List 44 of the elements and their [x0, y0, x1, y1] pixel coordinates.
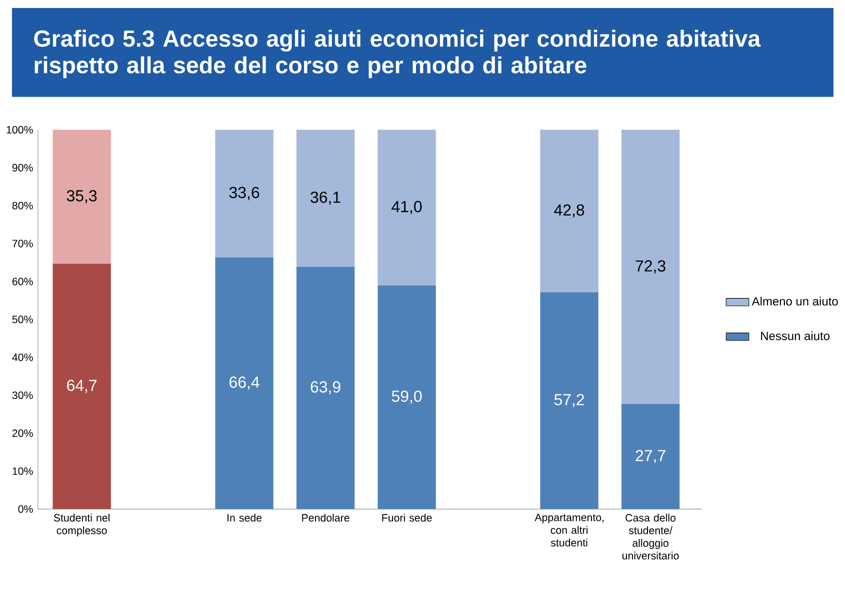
- chart-title: Grafico 5.3 Accesso agli aiuti economici per condizione abitativa rispetto alla sede del corso e per modo di abitare: [34, 30, 761, 78]
- bar: [52, 264, 111, 510]
- data-label: 41,0: [392, 200, 422, 214]
- bar: [540, 292, 598, 510]
- legend-label: Nessun aiuto: [761, 331, 830, 340]
- bar: [52, 130, 111, 264]
- bar: [378, 285, 436, 510]
- bar: [215, 257, 274, 510]
- y-tick-label: 0%: [18, 505, 33, 513]
- y-tick-label: 50%: [12, 316, 33, 324]
- y-tick-label: 100%: [6, 126, 33, 134]
- y-tick-label: 60%: [12, 278, 33, 286]
- x-tick-label: Casa dello studente/ alloggio universitario: [622, 514, 679, 560]
- data-label: 36,1: [310, 192, 340, 205]
- data-label: 35,3: [66, 190, 97, 204]
- y-tick-label: 80%: [12, 202, 33, 210]
- data-label: 33,6: [229, 186, 260, 200]
- y-tick-label: 90%: [12, 164, 33, 172]
- x-tick-label: Pendolare: [302, 514, 350, 522]
- x-tick-label: In sede: [228, 514, 262, 522]
- data-label: 42,8: [554, 204, 584, 218]
- y-tick-label: 30%: [12, 392, 33, 400]
- bar: [621, 130, 680, 404]
- y-tick-label: 20%: [12, 429, 33, 438]
- data-label: 59,0: [392, 390, 422, 404]
- data-label: 72,3: [636, 260, 666, 274]
- legend-label: Almeno un aiuto: [752, 296, 838, 306]
- data-label: 66,4: [230, 376, 260, 390]
- bar: [540, 130, 598, 292]
- bar: [621, 404, 680, 510]
- y-tick-label: 40%: [12, 354, 33, 362]
- y-tick-label: 70%: [12, 240, 33, 248]
- x-tick-label: Fuori sede: [382, 514, 432, 522]
- bar: [296, 266, 355, 510]
- x-tick-label: Studenti nel complesso: [54, 514, 110, 536]
- data-label: 27,7: [636, 450, 666, 464]
- bar: [378, 130, 436, 286]
- bar: [296, 130, 355, 267]
- data-label: 63,9: [310, 381, 340, 395]
- bar: [215, 130, 274, 258]
- x-tick-label: Appartamento, con altri studenti: [534, 514, 604, 547]
- data-label: 64,7: [67, 380, 97, 393]
- data-label: 57,2: [554, 394, 584, 408]
- y-tick-label: 10%: [12, 467, 33, 475]
